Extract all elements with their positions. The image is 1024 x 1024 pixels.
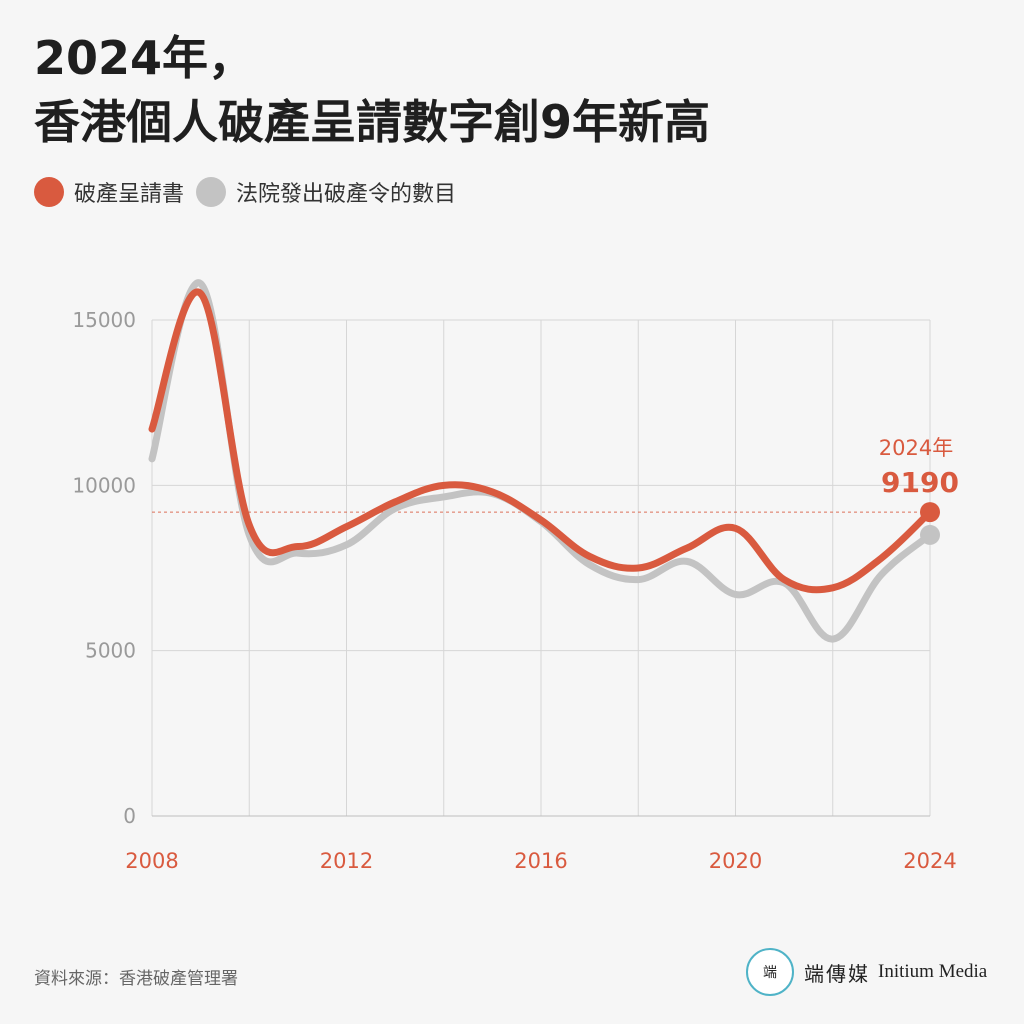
y-tick-label: 15000 <box>72 308 136 332</box>
legend: 破產呈請書 法院發出破產令的數目 <box>34 176 468 208</box>
end-point-orders <box>920 524 940 545</box>
legend-swatch-orders <box>196 177 227 207</box>
legend-label-orders: 法院發出破產令的數目 <box>236 182 457 207</box>
annotation-value-label: 9190 <box>881 466 959 499</box>
chart-title-line1: 2024年， <box>34 31 255 85</box>
y-tick-label: 5000 <box>85 639 136 663</box>
x-tick-label: 2016 <box>514 849 567 873</box>
x-tick-label: 2012 <box>320 849 373 873</box>
legend-item-petitions: 破產呈請書 <box>34 176 184 208</box>
series-line-petitions <box>148 288 934 594</box>
brand-logo-glyph: 端 <box>763 965 777 981</box>
x-tick-label: 2024 <box>903 849 956 873</box>
chart-title-line2: 香港個人破產呈請數字創9年新高 <box>34 95 711 149</box>
source-note: 資料來源：香港破產管理署 <box>34 969 238 989</box>
brand-name-cn: 端傳媒 <box>804 961 870 986</box>
y-tick-label: 10000 <box>72 473 136 497</box>
brand-name-en: Initium Media <box>878 961 988 982</box>
end-point-petitions <box>920 502 940 523</box>
brand: 端 端傳媒 Initium Media <box>746 948 987 996</box>
x-tick-label: 2020 <box>709 849 762 873</box>
annotation-year-label: 2024年 <box>879 436 953 460</box>
x-tick-label: 2008 <box>125 849 178 873</box>
brand-logo-icon: 端 <box>746 948 794 996</box>
legend-swatch-petitions <box>34 177 64 207</box>
chart-title: 2024年， 香港個人破產呈請數字創9年新高 <box>34 26 710 154</box>
legend-label-petitions: 破產呈請書 <box>74 182 185 207</box>
legend-item-orders: 法院發出破產令的數目 <box>196 176 456 208</box>
y-tick-label: 0 <box>123 804 136 828</box>
